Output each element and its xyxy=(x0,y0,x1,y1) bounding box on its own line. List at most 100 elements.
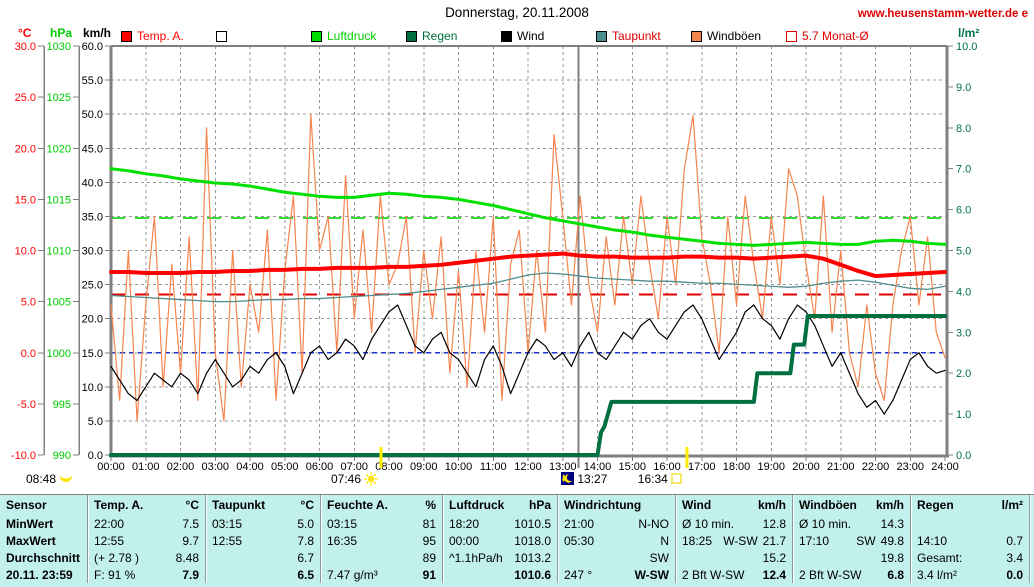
pressure-tick-label: 1030 xyxy=(47,41,71,53)
table-header-cell: Regen l/m² xyxy=(911,495,1030,515)
table-cell: 15.2 xyxy=(676,549,793,566)
x-axis-label: 19:00 xyxy=(757,461,785,473)
wind-tick-label: 5.0 xyxy=(88,416,103,428)
table-cell: 16:35 95 xyxy=(321,532,443,549)
table-cell: 2 Bft W-SW 12.4 xyxy=(676,566,793,583)
temp-tick-label: -5.0 xyxy=(17,399,36,411)
rain-tick-label: 3.0 xyxy=(956,327,971,339)
series-wind xyxy=(110,304,946,415)
legend-color-box xyxy=(691,30,702,42)
series-luftdruck xyxy=(109,167,947,247)
x-axis-label: 09:00 xyxy=(410,461,438,473)
table-cell: 12:55 7.8 xyxy=(206,532,321,549)
pressure-tick-label: 1025 xyxy=(47,92,71,104)
table-header-cell: Windböen km/h xyxy=(793,495,911,515)
table-cell: 89 xyxy=(321,549,443,566)
sunset-annotation: 16:34 xyxy=(638,471,682,486)
table-header-cell: Feuchte A.% xyxy=(321,495,443,515)
series-regen xyxy=(109,313,947,457)
wind-tick-label: 55.0 xyxy=(82,75,103,87)
x-axis-label: 22:00 xyxy=(862,461,890,473)
legend-label: Regen xyxy=(422,29,458,43)
x-axis-label: 20:00 xyxy=(792,461,820,473)
rain-tick-label: 2.0 xyxy=(956,368,971,380)
wind-tick-label: 45.0 xyxy=(82,143,103,155)
x-axis-label: 08:00 xyxy=(375,461,403,473)
table-cell: 03:15 5.0 xyxy=(206,515,321,532)
pressure-tick-label: 1000 xyxy=(47,348,71,360)
rain-tick-label: 10.0 xyxy=(956,41,977,53)
legend-color-box xyxy=(501,30,512,42)
temp-tick-label: 10.0 xyxy=(15,246,36,258)
table-cell: 19.8 xyxy=(793,549,911,566)
rain-tick-label: 7.0 xyxy=(956,164,971,176)
rain-tick-label: 6.0 xyxy=(956,205,971,217)
wind-tick-label: 0.0 xyxy=(88,450,103,462)
table-cell: 21:00 N-NO xyxy=(558,515,676,532)
wind-tick-label: 10.0 xyxy=(82,382,103,394)
x-axis-label: 21:00 xyxy=(827,461,855,473)
x-axis-label: 05:00 xyxy=(271,461,299,473)
chart-legend: Temp. A. Luftdruck Regen Wind Taupunkt Windbö… xyxy=(121,29,881,43)
table-cell: 1010.6 xyxy=(443,566,558,583)
table-cell: 18:25 W-SW 21.7 xyxy=(676,532,793,549)
legend-color-box xyxy=(596,30,607,42)
wind-tick-label: 60.0 xyxy=(82,41,103,53)
table-cell: ^1.1hPa/h 1013.2 xyxy=(443,549,558,566)
rain-tick-label: 4.0 xyxy=(956,286,971,298)
sun-icon xyxy=(364,472,378,485)
summary-table: Sensor Temp. A. °C Taupunkt °C Feuchte A.% Luf… xyxy=(0,494,1034,587)
moonset-annotation: 08:48 xyxy=(26,471,73,486)
legend-item-5-7-monat-: 5.7 Monat-Ø xyxy=(786,29,881,43)
x-axis-label: 03:00 xyxy=(201,461,229,473)
wind-tick-label: 25.0 xyxy=(82,280,103,292)
table-cell: MinWert xyxy=(0,515,88,532)
legend-label: 5.7 Monat-Ø xyxy=(802,29,869,43)
wind-tick-label: 15.0 xyxy=(82,348,103,360)
legend-color-box xyxy=(786,30,797,42)
table-cell: 2 Bft W-SW 6.8 xyxy=(793,566,911,583)
temp-tick-label: 30.0 xyxy=(15,41,36,53)
table-cell: 247 ° W-SW xyxy=(558,566,676,583)
pressure-tick-label: 1010 xyxy=(47,246,71,258)
temp-tick-label: 0.0 xyxy=(21,348,36,360)
x-axis-label: 15:00 xyxy=(618,461,646,473)
weather-chart: 30.0 25.0 20.0 15.0 10.0 5.0 0.0 -5.0 -10.0 1030 1… xyxy=(11,41,978,473)
x-axis-label: 00:00 xyxy=(97,461,125,473)
legend-label: Temp. A. xyxy=(137,29,184,43)
moonrise-annotation: 13:27 xyxy=(561,471,607,486)
table-header-cell: Temp. A. °C xyxy=(88,495,206,515)
table-cell: 22:00 7.5 xyxy=(88,515,206,532)
series-taupunkt xyxy=(110,272,946,303)
legend-color-box xyxy=(406,30,417,42)
table-cell xyxy=(911,515,1030,532)
table-header-cell: Taupunkt °C xyxy=(206,495,321,515)
series-temp-a- xyxy=(109,251,947,279)
legend-item-regen: Regen xyxy=(406,29,501,43)
pressure-tick-label: 1005 xyxy=(47,297,71,309)
legend-item-luftdruck: Luftdruck xyxy=(311,29,406,43)
x-axis-label: 14:00 xyxy=(584,461,612,473)
temp-tick-label: -10.0 xyxy=(11,450,36,462)
legend-color-box xyxy=(121,30,132,42)
legend-label: Luftdruck xyxy=(327,29,377,43)
x-axis-label: 17:00 xyxy=(688,461,716,473)
table-cell: 14:10 0.7 xyxy=(911,532,1030,549)
table-cell: MaxWert xyxy=(0,532,88,549)
table-cell: Ø 10 min. 12.8 xyxy=(676,515,793,532)
page-title: Donnerstag, 20.11.2008 xyxy=(445,5,589,20)
temp-tick-label: 20.0 xyxy=(15,143,36,155)
legend-item-temp-a-: Temp. A. xyxy=(121,29,216,43)
temp-tick-label: 25.0 xyxy=(15,92,36,104)
rain-tick-label: 1.0 xyxy=(956,409,971,421)
rain-tick-label: 5.0 xyxy=(956,246,971,258)
legend-item-taupunkt: Taupunkt xyxy=(596,29,691,43)
table-cell: 20.11. 23:59 xyxy=(0,566,88,583)
x-axis-label: 18:00 xyxy=(723,461,751,473)
table-cell: 6.7 xyxy=(206,549,321,566)
moonset-time: 08:48 xyxy=(26,471,57,486)
website-link[interactable]: www.heusenstamm-wetter.de e xyxy=(857,8,1028,20)
table-cell: F: 91 % 7.9 xyxy=(88,566,206,583)
moonrise-time: 13:27 xyxy=(577,471,608,486)
